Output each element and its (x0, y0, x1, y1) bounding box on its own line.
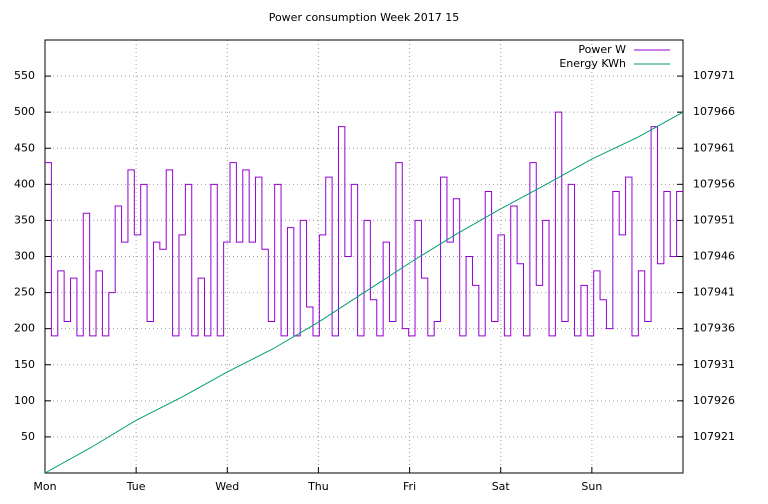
y2-tick-label: 107921 (693, 430, 735, 443)
y2-tick-label: 107936 (693, 322, 735, 335)
y-tick-label: 450 (14, 141, 35, 154)
y-tick-label: 400 (14, 177, 35, 190)
y-tick-label: 250 (14, 286, 35, 299)
x-tick-label: Mon (33, 480, 56, 493)
y2-tick-label: 107961 (693, 141, 735, 154)
y-tick-label: 50 (21, 430, 35, 443)
series-line (45, 111, 683, 337)
y-tick-label: 100 (14, 394, 35, 407)
chart-title: Power consumption Week 2017 15 (269, 11, 460, 24)
x-tick-label: Thu (307, 480, 329, 493)
y-tick-label: 500 (14, 105, 35, 118)
legend-label: Power W (578, 43, 626, 56)
y2-tick-label: 107956 (693, 177, 735, 190)
y2-tick-label: 107926 (693, 394, 735, 407)
y2-tick-label: 107951 (693, 213, 735, 226)
x-tick-label: Fri (403, 480, 416, 493)
y-tick-label: 550 (14, 69, 35, 82)
plot-frame (44, 39, 684, 474)
series-line (44, 111, 684, 474)
y-tick-label: 350 (14, 213, 35, 226)
y2-tick-label: 107971 (693, 69, 735, 82)
x-tick-label: Tue (126, 480, 146, 493)
x-tick-label: Sat (492, 480, 511, 493)
y2-tick-label: 107931 (693, 358, 735, 371)
legend-label: Energy KWh (559, 57, 626, 70)
y2-tick-label: 107946 (693, 250, 735, 263)
y2-tick-label: 107941 (693, 286, 735, 299)
x-tick-label: Sun (581, 480, 602, 493)
x-tick-label: Wed (215, 480, 239, 493)
y2-tick-label: 107966 (693, 105, 735, 118)
y-tick-label: 200 (14, 322, 35, 335)
y-tick-label: 300 (14, 250, 35, 263)
y-tick-label: 150 (14, 358, 35, 371)
